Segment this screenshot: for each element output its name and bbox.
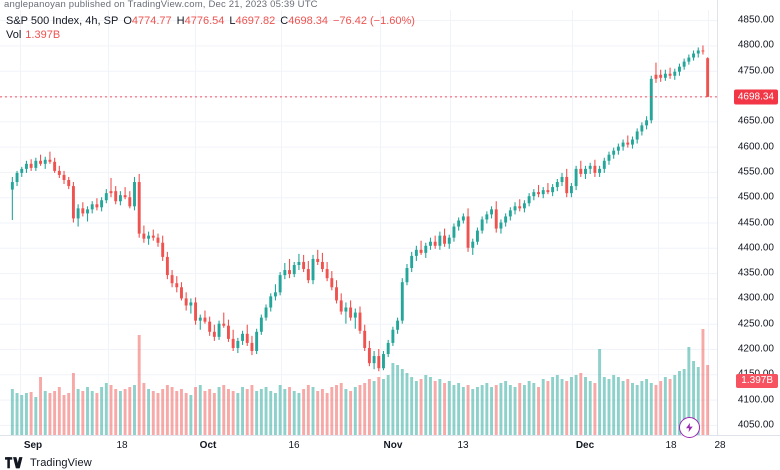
tradingview-brand-text: TradingView <box>30 457 92 469</box>
alert-bolt-badge[interactable] <box>679 417 700 438</box>
price-tick-label: 4400.00 <box>737 242 774 254</box>
price-tick-label: 4550.00 <box>737 166 774 178</box>
candlestick-series <box>10 45 710 435</box>
time-tick-label: 28 <box>714 440 726 451</box>
time-tick-label: Nov <box>383 440 403 451</box>
price-tick-label: 4300.00 <box>737 292 774 304</box>
price-tick-label: 4600.00 <box>737 141 774 153</box>
price-tick-label: 4050.00 <box>737 419 774 431</box>
time-tick-label: Dec <box>575 440 595 451</box>
time-tick-label: 16 <box>288 440 300 451</box>
current-price-badge[interactable]: 4698.34 <box>733 89 778 105</box>
price-tick-label: 4350.00 <box>737 267 774 279</box>
attribution-text: anglepanoyan published on TradingView.co… <box>4 0 318 10</box>
price-tick-label: 4200.00 <box>737 343 774 355</box>
time-tick-label: 13 <box>457 440 469 451</box>
price-line-overlay <box>0 96 718 98</box>
price-tick-label: 4650.00 <box>737 115 774 127</box>
time-tick-label: Oct <box>199 440 217 451</box>
time-scale-axis[interactable]: Sep 18 Oct 16 Nov 13 Dec 18 28 <box>0 435 780 456</box>
tradingview-footer: TradingView <box>5 457 92 469</box>
price-tick-label: 4450.00 <box>737 217 774 228</box>
price-tick-label: 4750.00 <box>737 65 774 77</box>
tradingview-logo-icon <box>5 457 23 469</box>
price-tick-label: 4500.00 <box>737 191 774 203</box>
price-tick-label: 4250.00 <box>737 318 774 330</box>
price-tick-label: 4100.00 <box>737 394 774 406</box>
price-tick-label: 4800.00 <box>737 39 774 51</box>
lightning-bolt-icon <box>686 422 693 433</box>
time-tick-label: 18 <box>116 440 128 451</box>
volume-value-badge[interactable]: 1.397B <box>736 373 778 388</box>
chart-surface[interactable] <box>0 10 718 435</box>
price-scale-axis[interactable]: 4850.00 4800.00 4750.00 4650.00 4600.00 4550.… <box>717 0 780 435</box>
price-tick-label: 4850.00 <box>737 14 774 26</box>
time-tick-label: 18 <box>665 440 677 451</box>
time-tick-label: Sep <box>23 440 43 451</box>
